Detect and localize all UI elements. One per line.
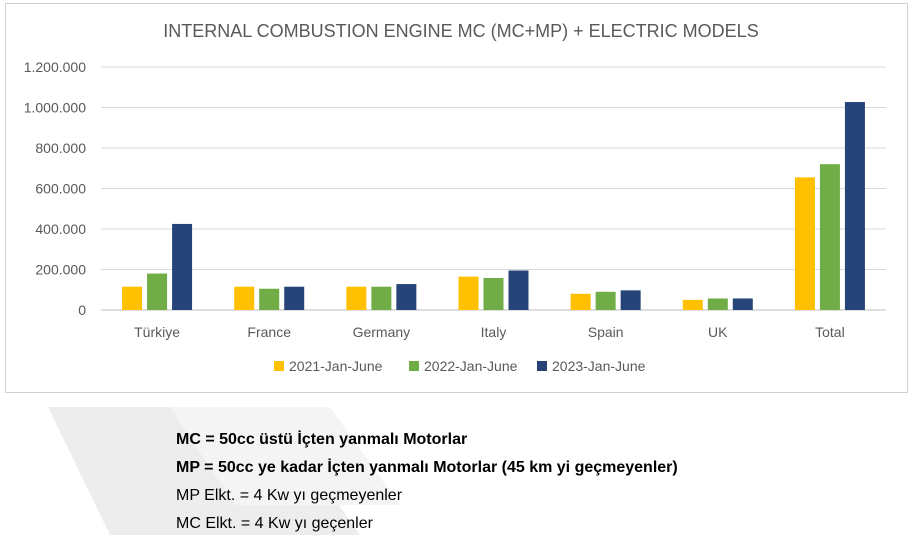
bar	[819, 164, 840, 310]
x-tick-label: France	[247, 324, 291, 340]
legend-label: 2023-Jan-June	[552, 358, 646, 374]
watermark-shape	[48, 407, 400, 535]
bar	[682, 299, 703, 310]
bar	[284, 286, 305, 310]
x-tick-label: Türkiye	[134, 324, 180, 340]
x-tick-label: UK	[708, 324, 728, 340]
bar	[458, 276, 479, 310]
legend-swatch	[274, 361, 284, 371]
bar	[570, 293, 591, 310]
legend-swatch	[537, 361, 547, 371]
bars	[122, 102, 865, 310]
y-tick-label: 600.000	[35, 181, 86, 197]
y-tick-label: 1.200.000	[24, 59, 86, 75]
x-tick-label: Italy	[481, 324, 507, 340]
notes-block: MC = 50cc üstü İçten yanmalı Motorlar MP…	[176, 426, 678, 538]
legend-label: 2022-Jan-June	[424, 358, 518, 374]
bar	[732, 298, 753, 310]
bar	[172, 223, 193, 310]
note-line-mc: MC = 50cc üstü İçten yanmalı Motorlar	[176, 431, 468, 448]
y-tick-label: 400.000	[35, 221, 86, 237]
chart-title: INTERNAL COMBUSTION ENGINE MC (MC+MP) + …	[163, 21, 758, 41]
x-tick-label: Spain	[588, 324, 624, 340]
bar	[595, 291, 616, 310]
bar	[147, 273, 168, 310]
note-line-mp: MP = 50cc ye kadar İçten yanmalı Motorla…	[176, 459, 678, 476]
bar	[346, 286, 367, 310]
bar	[508, 270, 529, 310]
legend-label: 2021-Jan-June	[289, 358, 383, 374]
x-axis-categories: Türkiye France Germany Italy Spain UK Total	[134, 324, 845, 340]
bar	[620, 290, 641, 310]
bar	[844, 102, 865, 310]
y-tick-label: 800.000	[35, 140, 86, 156]
bar	[371, 286, 392, 310]
bar	[259, 288, 280, 310]
chart-container: INTERNAL COMBUSTION ENGINE MC (MC+MP) + …	[5, 3, 908, 393]
bar	[396, 284, 417, 310]
bar	[707, 298, 728, 310]
y-axis-ticks: 0 200.000 400.000 600.000 800.000 1.000.000 1.…	[24, 59, 87, 318]
legend: 2021-Jan-June 2022-Jan-June 2023-Jan-June	[274, 358, 646, 374]
y-tick-label: 0	[78, 302, 86, 318]
legend-swatch	[409, 361, 419, 371]
bar	[794, 177, 815, 310]
bar	[122, 286, 143, 310]
y-tick-label: 200.000	[35, 262, 86, 278]
y-tick-label: 1.000.000	[24, 100, 86, 116]
note-line-mp-electric: MP Elkt. = 4 Kw yı geçmeyenler	[176, 487, 403, 504]
bar-chart: INTERNAL COMBUSTION ENGINE MC (MC+MP) + …	[24, 21, 886, 374]
x-tick-label: Germany	[353, 324, 411, 340]
gridlines	[101, 66, 886, 311]
x-tick-label: Total	[815, 324, 845, 340]
bar	[483, 278, 504, 310]
note-line-mc-electric: MC Elkt. = 4 Kw yı geçenler	[176, 515, 373, 532]
bar	[234, 286, 255, 310]
